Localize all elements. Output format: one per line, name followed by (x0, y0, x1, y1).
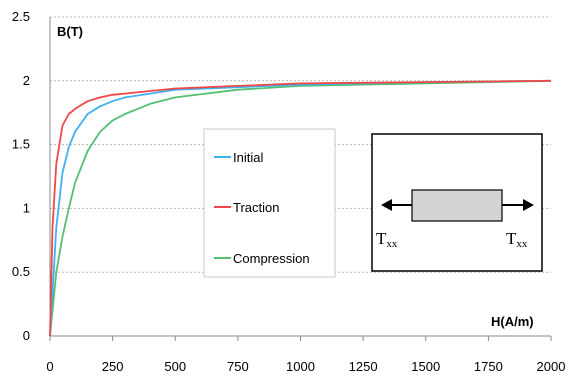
left-arrow-icon (381, 199, 392, 211)
traction-inset-diagram: Txx Txx (371, 133, 543, 272)
legend-label-initial: Initial (233, 150, 263, 165)
right-force-label: Txx (506, 229, 528, 250)
x-tick-label: 250 (102, 359, 124, 374)
x-tick-label: 500 (164, 359, 186, 374)
x-tick-label: 1500 (411, 359, 440, 374)
y-tick-label: 1.5 (12, 137, 30, 152)
series-line-compression (49, 79, 552, 337)
x-tick-label: 750 (227, 359, 249, 374)
y-axis-label: B(T) (57, 24, 83, 39)
left-force-label: Txx (376, 229, 398, 250)
x-tick-label: 1000 (286, 359, 315, 374)
y-tick-label: 0.5 (12, 264, 30, 279)
x-tick-label: 1750 (474, 359, 503, 374)
x-tick-labels: 0 250 500 750 1000 1250 1500 1750 2000 (46, 359, 565, 374)
series-lines (49, 79, 552, 337)
series-line-traction (49, 79, 552, 337)
specimen-bar (411, 189, 503, 222)
legend-label-traction: Traction (233, 200, 279, 215)
x-axis-label: H(A/m) (491, 314, 534, 329)
x-tick-label: 1250 (349, 359, 378, 374)
legend: Initial Traction Compression (203, 128, 336, 278)
y-tick-labels: 0 0.5 1 1.5 2 2.5 (12, 9, 30, 343)
axes (49, 17, 552, 341)
x-tick-label: 2000 (537, 359, 566, 374)
y-tick-label: 0 (23, 328, 30, 343)
legend-box (203, 128, 336, 278)
y-tick-label: 2.5 (12, 9, 30, 24)
y-tick-label: 1 (23, 200, 30, 215)
series-line-initial (49, 79, 552, 337)
y-tick-label: 2 (23, 73, 30, 88)
x-tick-label: 0 (46, 359, 53, 374)
legend-label-compression: Compression (233, 251, 310, 266)
right-arrow-icon (523, 199, 534, 211)
